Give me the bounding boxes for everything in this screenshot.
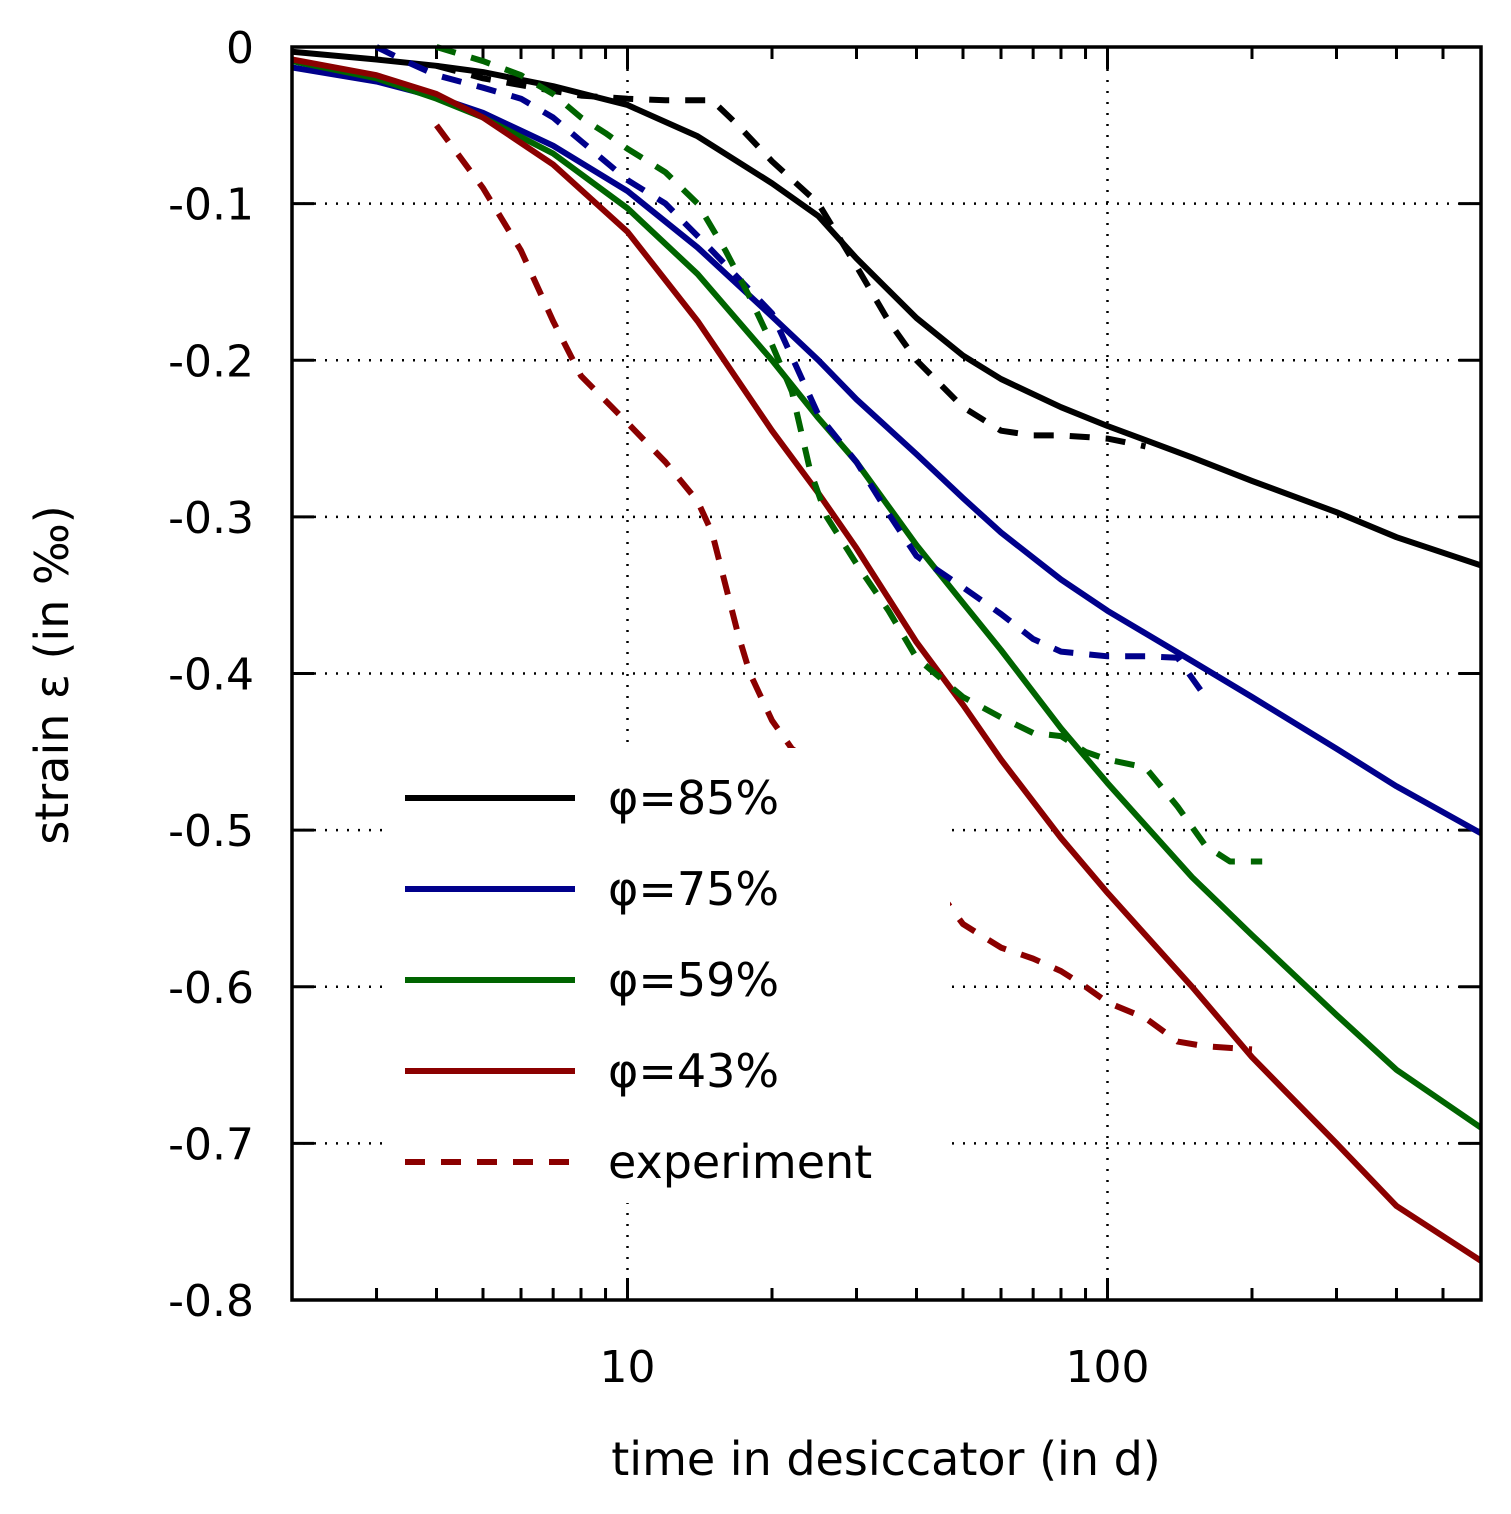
y-tick-label: 0	[226, 23, 254, 74]
experiment-line-experiment-85-	[435, 62, 1147, 450]
plot-frame	[290, 45, 1483, 1302]
y-tick-label: -0.7	[168, 1119, 254, 1170]
y-tick-label: -0.3	[168, 493, 254, 544]
legend-label: φ=85%	[608, 771, 779, 825]
y-tick-label: -0.5	[168, 806, 254, 857]
axes	[290, 45, 1483, 1302]
y-tick-label: -0.8	[168, 1276, 254, 1327]
y-tick-label: -0.1	[168, 180, 254, 231]
model-line--85-	[292, 48, 1481, 569]
y-tick-label: -0.4	[168, 650, 254, 701]
x-axis-label: time in desiccator (in d)	[611, 1432, 1160, 1486]
legend-label: φ=75%	[608, 862, 779, 916]
x-tick-label: 100	[1066, 1342, 1150, 1393]
legend-box	[390, 748, 950, 1203]
x-tick-label: 10	[600, 1342, 656, 1393]
legend: φ=85% φ=75% φ=59% φ=43% experiment	[390, 748, 950, 1203]
y-axis-label: strain ε (in ‰)	[25, 505, 79, 844]
experiment-line-experiment-59-	[435, 44, 1263, 865]
series-lines	[292, 44, 1481, 1264]
tick-labels: 0 -0.1 -0.2 -0.3 -0.4 -0.5 -0.6 -0.7 -0.8 10 100	[168, 23, 1149, 1393]
y-tick-label: -0.2	[168, 336, 254, 387]
model-line--43-	[292, 56, 1481, 1264]
legend-label: φ=59%	[608, 953, 779, 1007]
legend-label: experiment	[608, 1135, 872, 1189]
model-line--75-	[292, 64, 1481, 836]
legend-label: φ=43%	[608, 1044, 779, 1098]
y-tick-label: -0.6	[168, 963, 254, 1014]
